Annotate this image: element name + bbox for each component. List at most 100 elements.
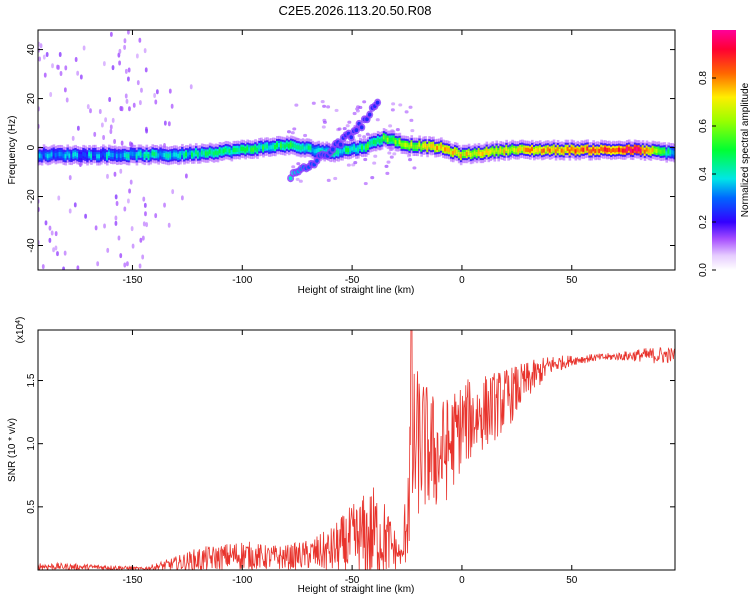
heatmap-speckle bbox=[387, 151, 392, 155]
heatmap-ridge-cell bbox=[424, 143, 427, 148]
heatmap-ridge-cell bbox=[72, 152, 75, 157]
heatmap-speckle bbox=[45, 51, 49, 57]
heatmap-ridge-cell bbox=[196, 152, 200, 157]
heatmap-ridge-cell bbox=[60, 152, 64, 157]
heatmap-ridge-cell bbox=[281, 143, 285, 149]
heatmap-ridge-cell bbox=[479, 151, 483, 157]
heatmap-speckle bbox=[117, 52, 121, 58]
heatmap-ridge-cell bbox=[521, 146, 524, 151]
heatmap-speckle bbox=[109, 124, 113, 130]
heatmap-ridge-cell bbox=[536, 148, 540, 153]
heatmap-ridge-cell bbox=[548, 148, 552, 153]
heatmap-ridge-cell bbox=[428, 143, 431, 148]
heatmap-ridge-cell bbox=[242, 146, 245, 152]
heatmap-ridge-cell bbox=[289, 142, 293, 147]
heatmap-ridge-cell bbox=[614, 148, 617, 153]
heatmap-ridge-cell bbox=[461, 151, 465, 157]
heatmap-ridge-cell bbox=[343, 147, 346, 152]
heatmap-ridge-cell bbox=[179, 153, 182, 158]
heatmap-speckle bbox=[76, 265, 80, 270]
heatmap-ridge-cell bbox=[111, 152, 115, 158]
heatmap-speckle bbox=[128, 188, 131, 194]
heatmap-speckle bbox=[154, 213, 158, 219]
heatmap-ridge-cell bbox=[631, 148, 635, 153]
heatmap-ridge-cell bbox=[155, 152, 159, 157]
colorbar-tick-label: 0.4 bbox=[698, 167, 709, 181]
heatmap-ridge-cell bbox=[107, 151, 111, 156]
x-tick-label: -100 bbox=[232, 575, 252, 586]
heatmap-speckle bbox=[126, 261, 129, 267]
heatmap-ridge-cell bbox=[353, 145, 356, 151]
heatmap-speckle bbox=[123, 206, 127, 212]
heatmap-speckle bbox=[322, 120, 327, 124]
heatmap-ridge-cell bbox=[181, 151, 184, 156]
x-tick-label: -50 bbox=[345, 275, 360, 286]
heatmap-ridge-cell bbox=[669, 150, 673, 155]
heatmap-speckle bbox=[128, 106, 131, 112]
heatmap-speckle bbox=[358, 105, 363, 110]
heatmap-ridge-cell bbox=[600, 146, 603, 151]
heatmap-ridge-cell bbox=[635, 147, 639, 152]
heatmap-speckle bbox=[184, 173, 188, 179]
heatmap-speckle bbox=[391, 102, 396, 106]
heatmap-ridge-cell bbox=[568, 149, 572, 154]
heatmap-ridge-cell bbox=[475, 151, 479, 157]
heatmap-ridge-cell bbox=[185, 152, 188, 157]
heatmap-speckle bbox=[412, 166, 417, 170]
heatmap-ridge-cell bbox=[410, 142, 414, 147]
heatmap-ridge-cell bbox=[637, 147, 641, 152]
heatmap-ridge-cell bbox=[455, 149, 459, 155]
heatmap-speckle bbox=[106, 173, 109, 179]
heatmap-ridge-cell bbox=[121, 152, 125, 158]
heatmap-speckle bbox=[320, 100, 325, 104]
heatmap-ridge-cell bbox=[187, 152, 190, 157]
heatmap-ridge-cell bbox=[133, 152, 137, 157]
heatmap-speckle bbox=[109, 31, 113, 37]
heatmap-speckle bbox=[167, 222, 171, 228]
heatmap-ridge-cell bbox=[590, 149, 593, 154]
heatmap-ridge-cell bbox=[141, 153, 145, 158]
heatmap-ridge-cell bbox=[125, 153, 129, 159]
heatmap-ridge-cell bbox=[444, 147, 447, 152]
heatmap-speckle bbox=[54, 245, 58, 251]
heatmap-ridge-cell bbox=[90, 153, 93, 158]
heatmap-ridge-cell bbox=[392, 137, 396, 142]
x-tick-label: 50 bbox=[566, 575, 578, 586]
heatmap-ridge-cell bbox=[608, 147, 611, 152]
heatmap-ridge-cell bbox=[594, 148, 597, 154]
heatmap-speckle bbox=[54, 231, 58, 237]
heatmap-ridge-cell bbox=[250, 147, 253, 152]
heatmap-speckle bbox=[115, 201, 119, 207]
heatmap-speckle bbox=[386, 160, 391, 164]
heatmap-speckle bbox=[163, 120, 167, 126]
heatmap-ridge-cell bbox=[254, 146, 257, 151]
heatmap-speckle bbox=[51, 63, 54, 69]
heatmap-ridge-cell bbox=[62, 153, 66, 158]
colorbar: 0.0 0.2 0.4 0.6 0.8 Normalized spectral ampl… bbox=[698, 30, 750, 277]
heatmap-ridge-cell bbox=[586, 146, 589, 151]
heatmap-speckle bbox=[144, 67, 148, 73]
heatmap-speckle bbox=[113, 139, 116, 145]
heatmap-ridge-cell bbox=[297, 145, 301, 150]
heatmap-speckle bbox=[111, 65, 115, 71]
y-tick-label: 1.5 bbox=[26, 373, 37, 387]
heatmap-speckle bbox=[321, 125, 326, 129]
heatmap-ridge-cell bbox=[649, 149, 653, 154]
heatmap-speckle bbox=[390, 108, 395, 112]
heatmap-speckle bbox=[292, 127, 297, 131]
heatmap-ridge-cell bbox=[100, 153, 103, 158]
heatmap-ridge-cell bbox=[361, 145, 364, 150]
heatmap-ridge-cell bbox=[129, 151, 133, 156]
heatmap-ridge-cell bbox=[127, 154, 131, 159]
heatmap-ridge-cell bbox=[66, 151, 70, 156]
spectrogram-x-ticks: -150 -100 -50 0 50 bbox=[122, 30, 578, 286]
heatmap-speckle bbox=[136, 80, 140, 86]
heatmap-ridge-cell bbox=[98, 154, 101, 159]
heatmap-speckle bbox=[326, 105, 331, 109]
heatmap-ridge-cell bbox=[347, 148, 350, 153]
heatmap-ridge-cell bbox=[165, 153, 168, 158]
heatmap-ridge-cell bbox=[341, 149, 344, 154]
heatmap-speckle bbox=[389, 155, 394, 159]
heatmap-ridge-cell bbox=[463, 151, 467, 157]
heatmap-speckle bbox=[38, 106, 41, 112]
